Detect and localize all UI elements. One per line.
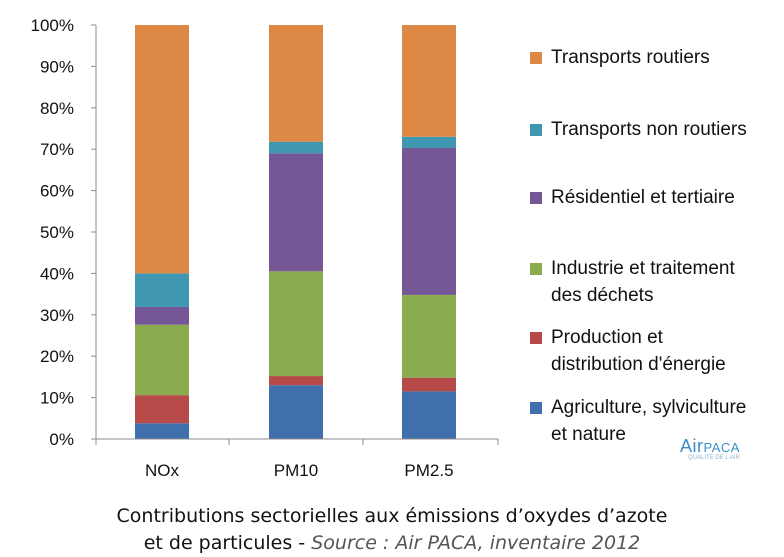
x-category-label: NOx — [145, 461, 180, 480]
legend-label-transports-non-routiers: Transports non routiers — [551, 119, 747, 140]
legend-item-production-energie: Production et distribution d'énergie — [530, 324, 776, 378]
y-tick-label: 40% — [40, 264, 74, 283]
bar-segment — [135, 324, 189, 396]
air-paca-logo: AirPACA QUALITÉ DE L'AIR — [680, 436, 760, 466]
caption-line-2: et de particules - Source : Air PACA, in… — [143, 532, 641, 554]
bar-segment — [402, 294, 456, 378]
y-tick-label: 80% — [40, 99, 74, 118]
legend-swatch-production-energie — [530, 332, 542, 344]
bar-segment — [269, 376, 323, 386]
legend-label-production-energie: Production et distribution d'énergie — [551, 327, 726, 375]
logo-tagline: QUALITÉ DE L'AIR — [688, 455, 740, 461]
legend-item-transports-routiers: Transports routiers — [530, 44, 776, 71]
legend-label-agriculture-nature: Agriculture, sylviculture et nature — [551, 397, 747, 445]
bar-segment — [135, 423, 189, 439]
legend-item-agriculture-nature: Agriculture, sylviculture et nature — [530, 394, 776, 448]
logo-wordmark: AirPACA — [680, 436, 740, 456]
legend-swatch-residentiel-tertiaire — [530, 192, 542, 204]
legend-label-industrie-dechets: Industrie et traitement des déchets — [551, 258, 735, 306]
legend-swatch-industrie-dechets — [530, 263, 542, 275]
bar-segment — [269, 141, 323, 154]
bar-segment — [135, 306, 189, 325]
bar-segment — [269, 25, 323, 142]
x-category-label: PM2.5 — [404, 461, 453, 480]
bar-segment — [269, 153, 323, 272]
bar-segment — [135, 273, 189, 307]
x-category-label: PM10 — [274, 461, 318, 480]
legend-label-transports-routiers: Transports routiers — [551, 47, 710, 68]
legend-swatch-agriculture-nature — [530, 402, 542, 414]
legend-swatch-transports-non-routiers — [530, 124, 542, 136]
bar-segment — [402, 136, 456, 148]
bar-segment — [402, 391, 456, 439]
legend-swatch-transports-routiers — [530, 52, 542, 64]
stacked-bar-chart: 0% 10% 20% 30% 40% 50% 60% 70% 80% 90% 100% NOx PM1… — [31, 16, 499, 480]
bar-segment — [135, 25, 189, 274]
x-axis: NOx PM10 PM2.5 — [95, 438, 499, 480]
y-tick-label: 20% — [40, 347, 74, 366]
bar-segment — [402, 377, 456, 392]
caption-line-1: Contributions sectorielles aux émissions… — [116, 505, 668, 527]
legend-label-residentiel-tertiaire: Résidentiel et tertiaire — [551, 187, 735, 208]
legend-item-residentiel-tertiaire: Résidentiel et tertiaire — [530, 184, 776, 211]
y-tick-label: 70% — [40, 140, 74, 159]
legend-item-industrie-dechets: Industrie et traitement des déchets — [530, 255, 776, 309]
y-tick-label: 10% — [40, 389, 74, 408]
bars — [135, 25, 456, 439]
bar-segment — [402, 147, 456, 295]
y-tick-label: 0% — [49, 430, 74, 449]
bar-segment — [269, 385, 323, 439]
legend-item-transports-non-routiers: Transports non routiers — [530, 116, 776, 143]
y-tick-label: 90% — [40, 57, 74, 76]
bar-segment — [269, 271, 323, 377]
y-tick-label: 60% — [40, 182, 74, 201]
y-tick-label: 30% — [40, 306, 74, 325]
bar-segment — [402, 25, 456, 137]
y-tick-label: 100% — [31, 16, 74, 35]
figure-caption: Contributions sectorielles aux émissions… — [0, 503, 784, 557]
bar-segment — [135, 395, 189, 424]
y-tick-label: 50% — [40, 223, 74, 242]
y-axis: 0% 10% 20% 30% 40% 50% 60% 70% 80% 90% 100% — [31, 16, 97, 449]
